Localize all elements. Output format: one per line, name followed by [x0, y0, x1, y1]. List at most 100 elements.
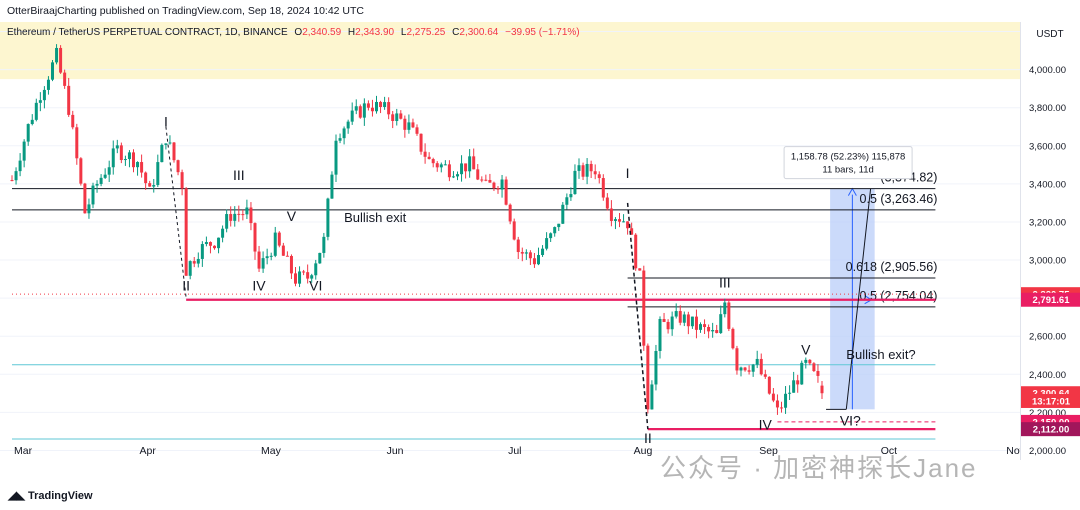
candle-body [613, 219, 617, 221]
candle-body [601, 178, 605, 198]
candle-body [192, 261, 196, 264]
candle-body [26, 124, 30, 142]
candle-body [10, 180, 14, 182]
currency-label[interactable]: USDT [1036, 29, 1064, 40]
wave-label: I [164, 114, 168, 130]
candle-body [132, 152, 135, 168]
candle-body [763, 374, 767, 377]
candle-body [423, 151, 427, 157]
wave-label: II [644, 430, 652, 446]
price-tag [1021, 292, 1080, 307]
candle-body [75, 127, 79, 159]
candle-body [83, 183, 87, 214]
candle-body [387, 102, 391, 115]
candle-body [38, 100, 42, 103]
price-axis-tick: 3,000.00 [1029, 256, 1066, 267]
candle-body [808, 359, 812, 364]
wave-label: III [719, 275, 731, 291]
candle-body [658, 318, 662, 351]
candle-body [358, 106, 362, 118]
candle-body [553, 227, 557, 234]
candle-body [14, 171, 18, 181]
candle-body [403, 118, 407, 130]
wave-connector [626, 202, 649, 430]
candle-body [346, 121, 350, 129]
candle-body [18, 160, 22, 172]
time-axis-label: Jun [387, 445, 404, 457]
candle-body [557, 223, 561, 228]
candle-body [318, 252, 322, 264]
chart-plot-area[interactable]: (3,374.82)0.5 (3,263.46)0.618 (2,905.56)… [0, 22, 1026, 460]
candle-body [504, 179, 508, 205]
price-axis-svg: 2,000.002,200.002,400.002,600.002,800.00… [1021, 65, 1080, 457]
candle-body [281, 245, 285, 256]
price-axis-tick: 2,400.00 [1029, 370, 1066, 381]
candle-body [577, 165, 581, 171]
candle-body [545, 238, 549, 249]
candle-body [780, 407, 783, 409]
candle-body [160, 144, 164, 163]
candle-body [184, 188, 188, 276]
time-axis-label: Aug [634, 445, 653, 457]
candle-body [516, 239, 520, 253]
candle-body [314, 263, 318, 276]
fib-level-label: 0.5 (3,263.46) [860, 192, 938, 206]
tradingview-logo-icon: ◢◣ [8, 490, 28, 502]
candle-body [71, 114, 75, 128]
high-value: 2,343.90 [355, 27, 395, 38]
price-axis-tick: 3,800.00 [1029, 103, 1066, 114]
candle-body [674, 311, 678, 317]
price-tag [1021, 422, 1080, 437]
wechat-watermark: 公众号 · 加密神探长Jane [660, 453, 978, 483]
candle-body [784, 393, 788, 408]
candle-body [573, 170, 577, 195]
candle-body [472, 156, 476, 170]
candle-body [196, 258, 200, 264]
low-label: L [400, 27, 407, 38]
candle-body [411, 122, 415, 128]
candle-body [379, 101, 383, 107]
wave-label: V [801, 341, 811, 357]
candle-body [103, 174, 107, 178]
close-value: 2,300.64 [459, 27, 499, 38]
candle-body [362, 103, 366, 118]
annotation-label: Bullish exit [344, 210, 407, 225]
wave-label: III [233, 167, 245, 183]
candle-body [289, 255, 293, 274]
candle-body [775, 400, 779, 408]
wave-label: VI? [840, 413, 861, 429]
candle-body [326, 198, 330, 237]
candle-body [569, 194, 573, 198]
tradingview-logo[interactable]: ◢◣ TradingView [8, 489, 93, 502]
symbol-legend: Ethereum / TetherUS PERPETUAL CONTRACT, … [7, 27, 580, 38]
candlestick-chart[interactable]: (3,374.82)0.5 (3,263.46)0.618 (2,905.56)… [0, 22, 1026, 460]
candle-body [334, 140, 338, 175]
candle-body [342, 128, 346, 139]
candle-body [771, 393, 775, 401]
candle-body [528, 252, 532, 259]
candle-body [642, 270, 646, 346]
candle-body [812, 363, 816, 372]
close-label: C [452, 27, 460, 38]
candle-body [99, 177, 103, 184]
candle-body [686, 314, 690, 327]
candle-body [375, 101, 378, 112]
candle-body [796, 380, 800, 385]
candle-body [221, 228, 225, 238]
candle-body [269, 255, 273, 257]
candle-body [55, 47, 59, 63]
candle-body [650, 384, 654, 410]
candle-body [233, 213, 237, 221]
candle-body [464, 163, 468, 172]
candle-body [723, 302, 727, 315]
candle-body [188, 261, 192, 276]
candle-body [63, 72, 67, 86]
candle-body [524, 252, 528, 254]
candle-body [792, 380, 796, 393]
candle-body [699, 324, 702, 330]
candle-body [767, 376, 771, 394]
price-axis[interactable]: 2,000.002,200.002,400.002,600.002,800.00… [1020, 22, 1080, 460]
measure-label-line2: 11 bars, 11d [822, 165, 873, 176]
measure-label-line1: 1,158.78 (52.23%) 115,878 [791, 152, 905, 163]
wave-label: IV [759, 417, 773, 433]
